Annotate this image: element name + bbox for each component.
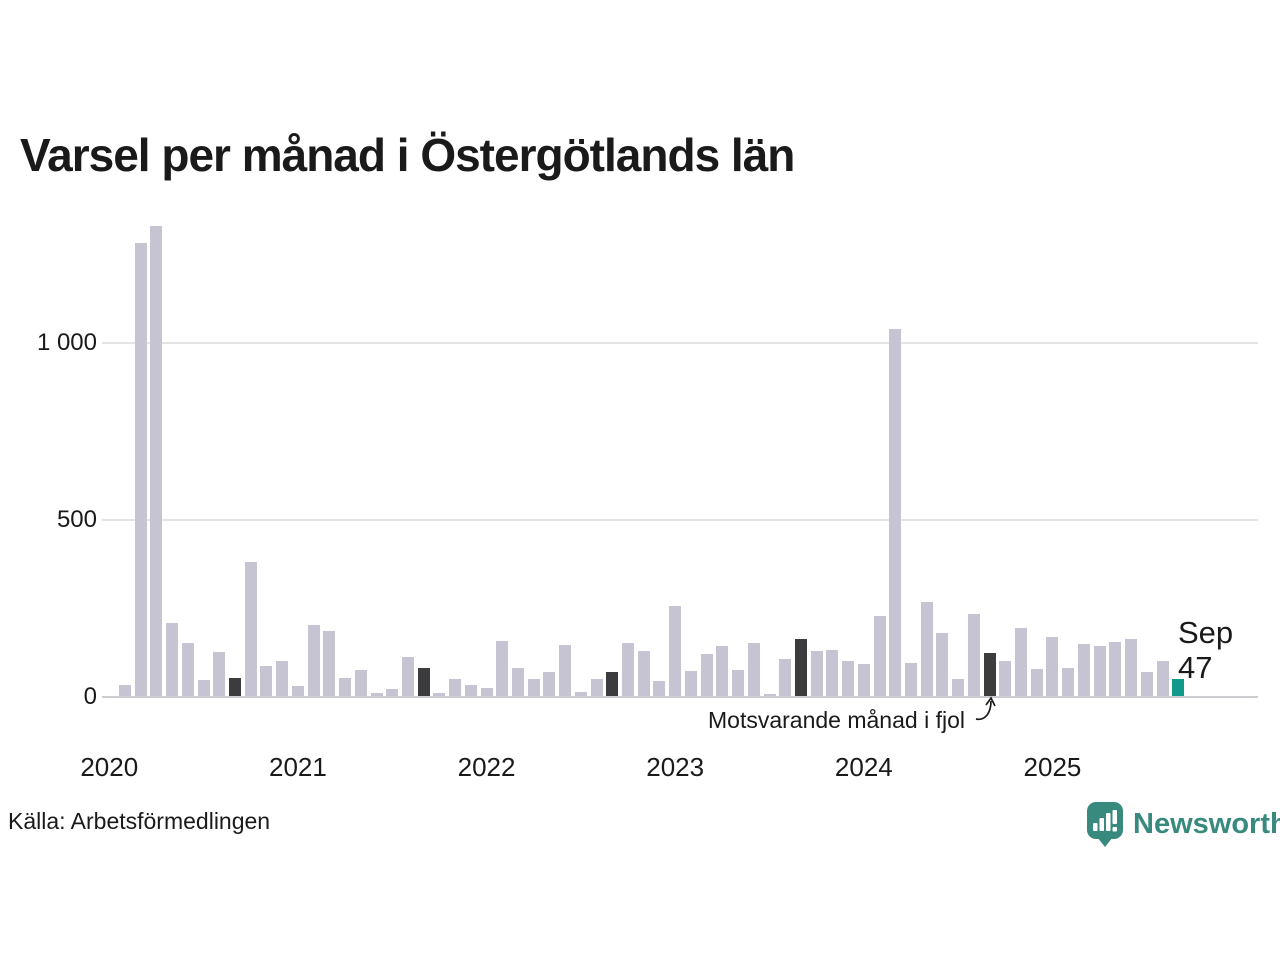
bar — [464, 685, 477, 696]
x-axis-tick-label: 2021 — [268, 752, 327, 782]
bar — [920, 602, 933, 696]
bar — [999, 660, 1012, 696]
y-axis-tick-label: 1 000 — [36, 329, 97, 357]
bar — [119, 685, 131, 696]
bar — [323, 630, 336, 696]
bar — [244, 562, 257, 696]
bar — [1046, 636, 1059, 696]
newsworthy-logo: Newsworthy — [1086, 801, 1280, 848]
bar — [842, 660, 855, 696]
bar — [496, 640, 509, 696]
bar-last-year — [606, 672, 619, 696]
bar — [905, 663, 917, 696]
bar — [291, 686, 304, 696]
bar — [433, 693, 446, 696]
bar-last-year — [229, 677, 242, 696]
bar — [622, 642, 635, 696]
gridline — [102, 519, 1258, 522]
bar — [873, 615, 886, 696]
highlight-value: 47 — [1178, 650, 1213, 685]
bar — [150, 225, 163, 696]
bar — [747, 642, 760, 696]
bar — [967, 613, 980, 696]
bar — [370, 693, 383, 696]
bar — [276, 660, 289, 696]
bar — [1109, 641, 1122, 696]
bar — [1062, 667, 1075, 696]
source-text: Källa: Arbetsförmedlingen — [8, 808, 271, 834]
bar — [1015, 628, 1028, 696]
y-axis-tick-label: 500 — [56, 506, 97, 534]
bar — [826, 650, 839, 696]
bar — [339, 678, 352, 696]
bar — [684, 671, 697, 696]
bar — [527, 679, 540, 696]
bar — [716, 645, 729, 696]
x-axis-tick-label: 2022 — [457, 752, 516, 782]
bar — [574, 692, 587, 696]
bar — [810, 650, 823, 696]
y-axis-tick-label: 0 — [83, 683, 97, 710]
x-axis-tick-label: 2025 — [1023, 752, 1082, 782]
bar — [480, 687, 493, 696]
gridline — [102, 342, 1258, 345]
page-title: Varsel per månad i Östergötlands län — [20, 129, 795, 181]
bar — [936, 632, 949, 696]
bar-last-year — [794, 639, 807, 696]
bar — [952, 679, 965, 696]
bar — [401, 657, 414, 696]
annotation-last-year: Motsvarande månad i fjol — [708, 707, 965, 733]
bar — [1156, 660, 1169, 696]
bar — [1125, 639, 1138, 696]
bar — [213, 652, 226, 696]
bar — [1140, 671, 1153, 696]
bar — [653, 680, 666, 696]
bar — [1077, 643, 1090, 696]
bar — [559, 644, 572, 696]
newsworthy-logo-icon — [1087, 802, 1123, 847]
newsworthy-logo-text: Newsworthy — [1133, 808, 1280, 840]
bar — [889, 329, 902, 696]
bar — [386, 688, 399, 696]
bar — [181, 642, 194, 696]
bar — [779, 658, 792, 696]
bar — [857, 664, 870, 696]
x-axis-line — [102, 696, 1258, 698]
bar — [732, 670, 745, 696]
highlight-label: Sep 47 — [1178, 615, 1233, 685]
bar — [637, 650, 650, 696]
x-axis-tick-label: 2020 — [80, 752, 139, 782]
annotation-arrow-icon — [975, 696, 996, 721]
bar-last-year — [417, 668, 430, 696]
bar — [134, 243, 147, 696]
bar — [512, 668, 524, 696]
bar — [590, 679, 603, 696]
bar — [543, 671, 556, 696]
x-axis-tick-label: 2024 — [834, 752, 893, 782]
bar — [700, 653, 713, 696]
bar — [166, 623, 179, 696]
bar — [763, 694, 776, 696]
bar — [669, 605, 682, 696]
bar — [1030, 669, 1043, 696]
bar-last-year — [983, 652, 996, 696]
bar — [1093, 646, 1106, 696]
bar-current — [1172, 679, 1185, 696]
bar — [197, 680, 210, 696]
bar — [449, 678, 462, 696]
bar — [307, 625, 320, 696]
bar — [260, 665, 273, 696]
highlight-month: Sep — [1178, 615, 1234, 650]
bar — [354, 670, 367, 696]
x-axis-tick-label: 2023 — [646, 752, 705, 782]
